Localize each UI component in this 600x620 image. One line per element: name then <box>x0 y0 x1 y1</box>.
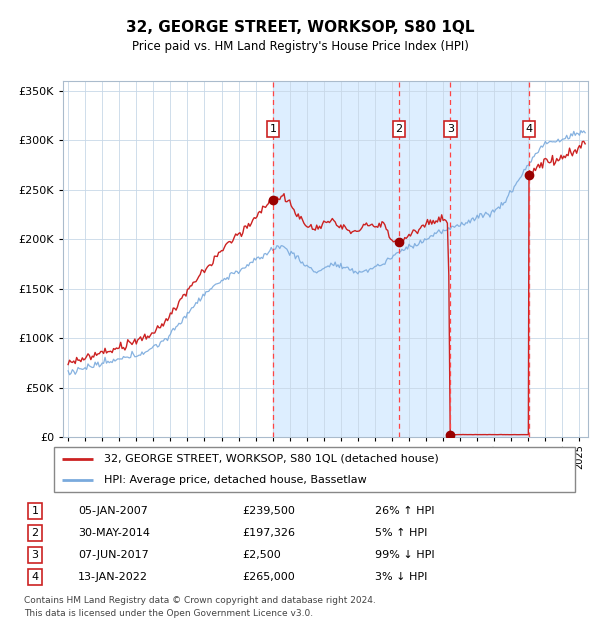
Text: This data is licensed under the Open Government Licence v3.0.: This data is licensed under the Open Gov… <box>24 609 313 618</box>
Text: HPI: Average price, detached house, Bassetlaw: HPI: Average price, detached house, Bass… <box>104 475 367 485</box>
Text: 30-MAY-2014: 30-MAY-2014 <box>78 528 150 538</box>
Text: 2: 2 <box>395 124 403 134</box>
Text: 4: 4 <box>31 572 38 582</box>
Text: 32, GEORGE STREET, WORKSOP, S80 1QL: 32, GEORGE STREET, WORKSOP, S80 1QL <box>126 20 474 35</box>
Bar <box>273 81 529 437</box>
Text: 3: 3 <box>32 551 38 560</box>
Text: 05-JAN-2007: 05-JAN-2007 <box>78 506 148 516</box>
Text: 4: 4 <box>526 124 533 134</box>
Text: Price paid vs. HM Land Registry's House Price Index (HPI): Price paid vs. HM Land Registry's House … <box>131 40 469 53</box>
Text: £239,500: £239,500 <box>242 506 295 516</box>
FancyBboxPatch shape <box>53 447 575 492</box>
Text: 1: 1 <box>32 506 38 516</box>
Text: £2,500: £2,500 <box>242 551 281 560</box>
Text: Contains HM Land Registry data © Crown copyright and database right 2024.: Contains HM Land Registry data © Crown c… <box>24 596 376 606</box>
Text: 3: 3 <box>447 124 454 134</box>
Text: 2: 2 <box>31 528 38 538</box>
Text: £197,326: £197,326 <box>242 528 295 538</box>
Text: 3% ↓ HPI: 3% ↓ HPI <box>375 572 427 582</box>
Text: 99% ↓ HPI: 99% ↓ HPI <box>375 551 434 560</box>
Text: 1: 1 <box>269 124 277 134</box>
Text: 07-JUN-2017: 07-JUN-2017 <box>78 551 149 560</box>
Text: 13-JAN-2022: 13-JAN-2022 <box>78 572 148 582</box>
Text: £265,000: £265,000 <box>242 572 295 582</box>
Text: 26% ↑ HPI: 26% ↑ HPI <box>375 506 434 516</box>
Text: 5% ↑ HPI: 5% ↑ HPI <box>375 528 427 538</box>
Text: 32, GEORGE STREET, WORKSOP, S80 1QL (detached house): 32, GEORGE STREET, WORKSOP, S80 1QL (det… <box>104 453 439 464</box>
